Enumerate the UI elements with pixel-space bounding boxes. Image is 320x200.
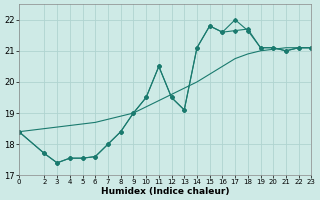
X-axis label: Humidex (Indice chaleur): Humidex (Indice chaleur): [101, 187, 229, 196]
